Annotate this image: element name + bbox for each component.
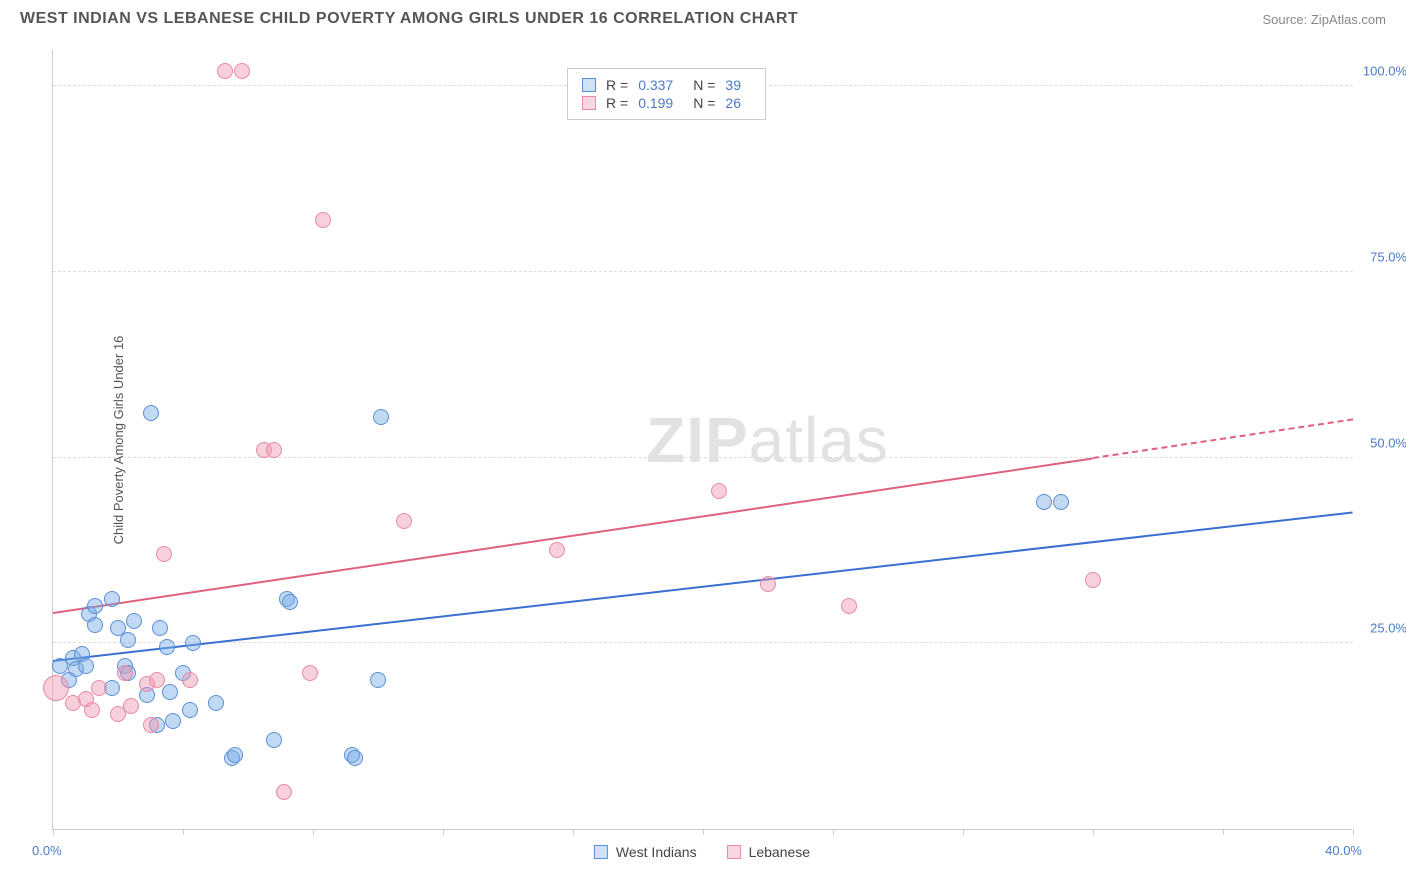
x-tick — [313, 829, 314, 835]
data-point — [370, 672, 386, 688]
data-point — [117, 665, 133, 681]
data-point — [396, 513, 412, 529]
data-point — [711, 483, 727, 499]
data-point — [266, 732, 282, 748]
data-point — [266, 442, 282, 458]
data-point — [156, 546, 172, 562]
x-tick — [833, 829, 834, 835]
x-tick — [703, 829, 704, 835]
x-tick — [1223, 829, 1224, 835]
legend-swatch — [582, 96, 596, 110]
data-point — [217, 63, 233, 79]
data-point — [1036, 494, 1052, 510]
x-tick — [53, 829, 54, 835]
correlation-chart: ZIPatlas 25.0%50.0%75.0%100.0% Child Pov… — [52, 50, 1352, 830]
stats-box: R = 0.337N = 39 R = 0.199N = 26 — [567, 68, 766, 120]
data-point — [347, 750, 363, 766]
legend-swatch — [582, 78, 596, 92]
data-point — [149, 672, 165, 688]
gridline — [53, 271, 1353, 272]
y-tick-label: 75.0% — [1370, 249, 1406, 264]
x-tick — [963, 829, 964, 835]
trend-line — [53, 511, 1353, 662]
data-point — [185, 635, 201, 651]
data-point — [87, 617, 103, 633]
data-point — [373, 409, 389, 425]
bottom-legend: West Indians Lebanese — [594, 844, 810, 860]
legend-swatch — [594, 845, 608, 859]
data-point — [78, 658, 94, 674]
data-point — [104, 591, 120, 607]
data-point — [227, 747, 243, 763]
data-point — [123, 698, 139, 714]
data-point — [143, 717, 159, 733]
data-point — [87, 598, 103, 614]
data-point — [234, 63, 250, 79]
data-point — [120, 632, 136, 648]
trend-line — [53, 457, 1093, 613]
x-tick — [443, 829, 444, 835]
data-point — [182, 702, 198, 718]
y-tick-label: 25.0% — [1370, 621, 1406, 636]
data-point — [276, 784, 292, 800]
data-point — [152, 620, 168, 636]
x-tick — [1093, 829, 1094, 835]
data-point — [315, 212, 331, 228]
x-tick — [1353, 829, 1354, 835]
data-point — [1053, 494, 1069, 510]
data-point — [84, 702, 100, 718]
legend-item: West Indians — [594, 844, 697, 860]
x-tick — [573, 829, 574, 835]
y-tick-label: 50.0% — [1370, 435, 1406, 450]
plot-area: ZIPatlas 25.0%50.0%75.0%100.0% — [52, 50, 1352, 830]
x-axis-max-label: 40.0% — [1325, 843, 1362, 858]
watermark: ZIPatlas — [646, 403, 889, 477]
data-point — [760, 576, 776, 592]
data-point — [841, 598, 857, 614]
legend-swatch — [727, 845, 741, 859]
data-point — [282, 594, 298, 610]
y-axis-title: Child Poverty Among Girls Under 16 — [111, 336, 126, 545]
data-point — [143, 405, 159, 421]
data-point — [159, 639, 175, 655]
data-point — [182, 672, 198, 688]
data-point — [302, 665, 318, 681]
data-point — [1085, 572, 1101, 588]
page-title: WEST INDIAN VS LEBANESE CHILD POVERTY AM… — [20, 10, 798, 28]
gridline — [53, 642, 1353, 643]
x-tick — [183, 829, 184, 835]
data-point — [91, 680, 107, 696]
stats-row: R = 0.337N = 39 — [582, 77, 751, 93]
trend-line — [1093, 418, 1353, 459]
data-point — [208, 695, 224, 711]
data-point — [165, 713, 181, 729]
gridline — [53, 457, 1353, 458]
data-point — [162, 684, 178, 700]
data-point — [549, 542, 565, 558]
x-axis-min-label: 0.0% — [32, 843, 62, 858]
y-tick-label: 100.0% — [1363, 64, 1406, 79]
source-attribution: Source: ZipAtlas.com — [1262, 12, 1386, 27]
data-point — [126, 613, 142, 629]
legend-item: Lebanese — [727, 844, 811, 860]
stats-row: R = 0.199N = 26 — [582, 95, 751, 111]
